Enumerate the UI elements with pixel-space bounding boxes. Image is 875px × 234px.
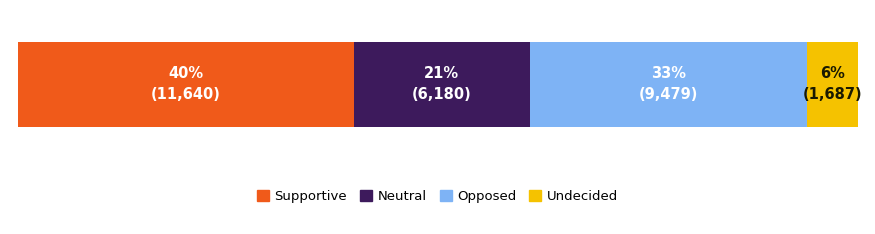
Bar bbox=[354, 42, 530, 127]
Bar bbox=[530, 42, 807, 127]
Text: 33%
(9,479): 33% (9,479) bbox=[639, 66, 698, 102]
Bar bbox=[18, 42, 354, 127]
Text: 40%
(11,640): 40% (11,640) bbox=[150, 66, 220, 102]
Legend: Supportive, Neutral, Opposed, Undecided: Supportive, Neutral, Opposed, Undecided bbox=[252, 185, 623, 208]
Text: 6%
(1,687): 6% (1,687) bbox=[802, 66, 862, 102]
Text: 21%
(6,180): 21% (6,180) bbox=[412, 66, 472, 102]
Bar bbox=[807, 42, 858, 127]
